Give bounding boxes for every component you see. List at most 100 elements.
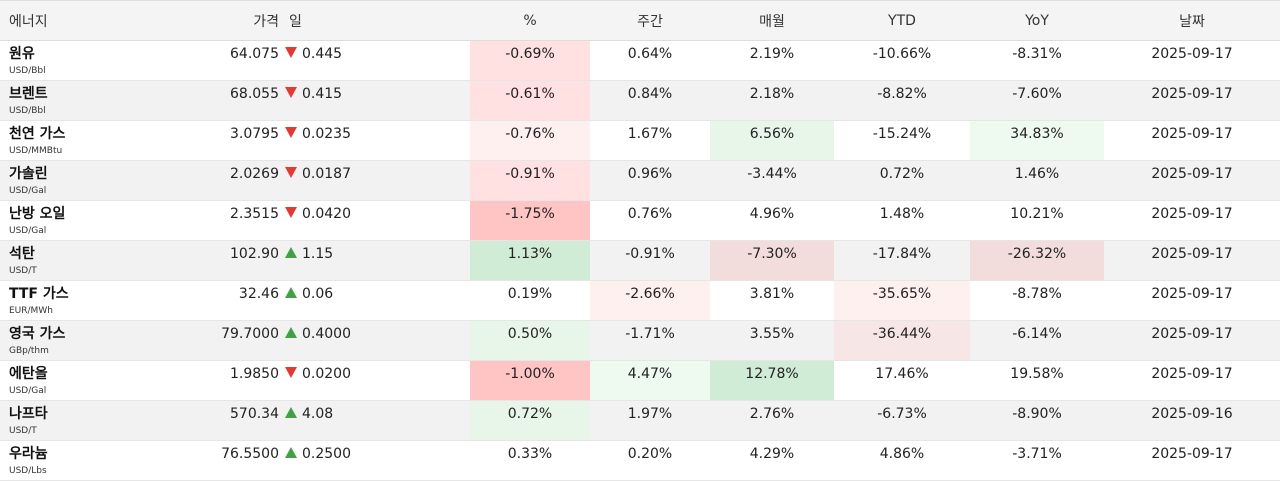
table-row: 우라늄 USD/Lbs 76.5500 0.2500 0.33% 0.20% 4… — [0, 440, 1280, 481]
weekly-cell: 0.84% — [590, 80, 710, 121]
commodity-name-link[interactable]: 난방 오일 — [9, 206, 66, 222]
percent-cell: 1.13% — [470, 240, 590, 281]
commodity-unit: EUR/MWh — [9, 306, 53, 316]
header-row: 에너지 가격 일 % 주간 매월 YTD YoY 날짜 — [0, 0, 1280, 41]
monthly-cell: -3.44% — [710, 160, 834, 201]
date-cell: 2025-09-17 — [1104, 240, 1280, 281]
date-cell: 2025-09-17 — [1104, 280, 1280, 321]
monthly-cell: 3.81% — [710, 280, 834, 321]
change-cell: 0.0235 — [285, 120, 470, 161]
table-row: 천연 가스 USD/MMBtu 3.0795 0.0235 -0.76% 1.6… — [0, 120, 1280, 161]
percent-cell: 0.19% — [470, 280, 590, 321]
commodity-cell: 원유 USD/Bbl — [0, 40, 200, 81]
commodity-name-link[interactable]: 가솔린 — [9, 166, 48, 182]
change-cell: 0.445 — [285, 40, 470, 81]
header-weekly[interactable]: 주간 — [590, 0, 710, 41]
weekly-cell: -2.66% — [590, 280, 710, 321]
date-cell: 2025-09-17 — [1104, 120, 1280, 161]
percent-cell: 0.33% — [470, 440, 590, 481]
monthly-cell: 4.29% — [710, 440, 834, 481]
price-cell: 1.9850 — [200, 360, 285, 401]
change-value: 0.445 — [302, 46, 343, 62]
change-cell: 0.0187 — [285, 160, 470, 201]
date-cell: 2025-09-16 — [1104, 400, 1280, 441]
change-cell: 0.4000 — [285, 320, 470, 361]
weekly-cell: 0.20% — [590, 440, 710, 481]
commodity-unit: USD/T — [9, 426, 37, 436]
weekly-cell: 0.76% — [590, 200, 710, 241]
yoy-cell: -3.71% — [970, 440, 1104, 481]
commodity-name-link[interactable]: 천연 가스 — [9, 126, 66, 142]
date-cell: 2025-09-17 — [1104, 200, 1280, 241]
ytd-cell: -8.82% — [834, 80, 970, 121]
header-percent[interactable]: % — [470, 0, 590, 41]
commodity-name-link[interactable]: TTF 가스 — [9, 286, 69, 302]
header-price[interactable]: 가격 — [200, 0, 285, 41]
commodity-cell: TTF 가스 EUR/MWh — [0, 280, 200, 321]
direction-arrow-icon — [285, 46, 297, 58]
price-cell: 2.0269 — [200, 160, 285, 201]
weekly-cell: 1.97% — [590, 400, 710, 441]
commodity-unit: GBp/thm — [9, 346, 49, 356]
change-value: 1.15 — [302, 246, 334, 262]
commodity-cell: 브렌트 USD/Bbl — [0, 80, 200, 121]
header-date[interactable]: 날짜 — [1104, 0, 1280, 41]
commodity-name-link[interactable]: 석탄 — [9, 246, 35, 262]
price-cell: 102.90 — [200, 240, 285, 281]
commodity-cell: 석탄 USD/T — [0, 240, 200, 281]
weekly-cell: 1.67% — [590, 120, 710, 161]
header-energy[interactable]: 에너지 — [0, 0, 200, 41]
weekly-cell: -0.91% — [590, 240, 710, 281]
direction-arrow-icon — [285, 126, 297, 138]
date-cell: 2025-09-17 — [1104, 360, 1280, 401]
direction-arrow-icon — [285, 166, 297, 178]
header-day[interactable]: 일 — [285, 0, 470, 41]
change-value: 0.0187 — [302, 166, 351, 182]
yoy-cell: 1.46% — [970, 160, 1104, 201]
header-ytd[interactable]: YTD — [834, 0, 970, 41]
direction-arrow-icon — [285, 246, 297, 258]
header-yoy[interactable]: YoY — [970, 0, 1104, 41]
commodity-unit: USD/Gal — [9, 386, 47, 396]
table-row: 석탄 USD/T 102.90 1.15 1.13% -0.91% -7.30%… — [0, 240, 1280, 281]
price-cell: 64.075 — [200, 40, 285, 81]
commodity-name-link[interactable]: 우라늄 — [9, 446, 48, 462]
percent-cell: -0.91% — [470, 160, 590, 201]
table-row: 가솔린 USD/Gal 2.0269 0.0187 -0.91% 0.96% -… — [0, 160, 1280, 201]
commodity-unit: USD/Bbl — [9, 66, 46, 76]
commodity-cell: 가솔린 USD/Gal — [0, 160, 200, 201]
commodity-name-link[interactable]: 나프타 — [9, 406, 48, 422]
percent-cell: 0.50% — [470, 320, 590, 361]
table-row: TTF 가스 EUR/MWh 32.46 0.06 0.19% -2.66% 3… — [0, 280, 1280, 321]
ytd-cell: -36.44% — [834, 320, 970, 361]
ytd-cell: 1.48% — [834, 200, 970, 241]
percent-cell: -0.76% — [470, 120, 590, 161]
ytd-cell: -10.66% — [834, 40, 970, 81]
percent-cell: -0.61% — [470, 80, 590, 121]
monthly-cell: -7.30% — [710, 240, 834, 281]
change-value: 0.06 — [302, 286, 334, 302]
header-monthly[interactable]: 매월 — [710, 0, 834, 41]
change-value: 0.0235 — [302, 126, 351, 142]
commodity-name-link[interactable]: 원유 — [9, 46, 35, 62]
commodity-cell: 나프타 USD/T — [0, 400, 200, 441]
change-cell: 0.06 — [285, 280, 470, 321]
commodity-name-link[interactable]: 영국 가스 — [9, 326, 66, 342]
monthly-cell: 4.96% — [710, 200, 834, 241]
direction-arrow-icon — [285, 366, 297, 378]
percent-cell: -1.00% — [470, 360, 590, 401]
commodity-cell: 에탄올 USD/Gal — [0, 360, 200, 401]
direction-arrow-icon — [285, 446, 297, 458]
table-row: 브렌트 USD/Bbl 68.055 0.415 -0.61% 0.84% 2.… — [0, 80, 1280, 121]
commodity-name-link[interactable]: 브렌트 — [9, 86, 48, 102]
yoy-cell: -6.14% — [970, 320, 1104, 361]
monthly-cell: 6.56% — [710, 120, 834, 161]
percent-cell: -1.75% — [470, 200, 590, 241]
yoy-cell: 19.58% — [970, 360, 1104, 401]
change-cell: 0.2500 — [285, 440, 470, 481]
table-row: 원유 USD/Bbl 64.075 0.445 -0.69% 0.64% 2.1… — [0, 40, 1280, 81]
date-cell: 2025-09-17 — [1104, 80, 1280, 121]
commodity-name-link[interactable]: 에탄올 — [9, 366, 48, 382]
monthly-cell: 12.78% — [710, 360, 834, 401]
